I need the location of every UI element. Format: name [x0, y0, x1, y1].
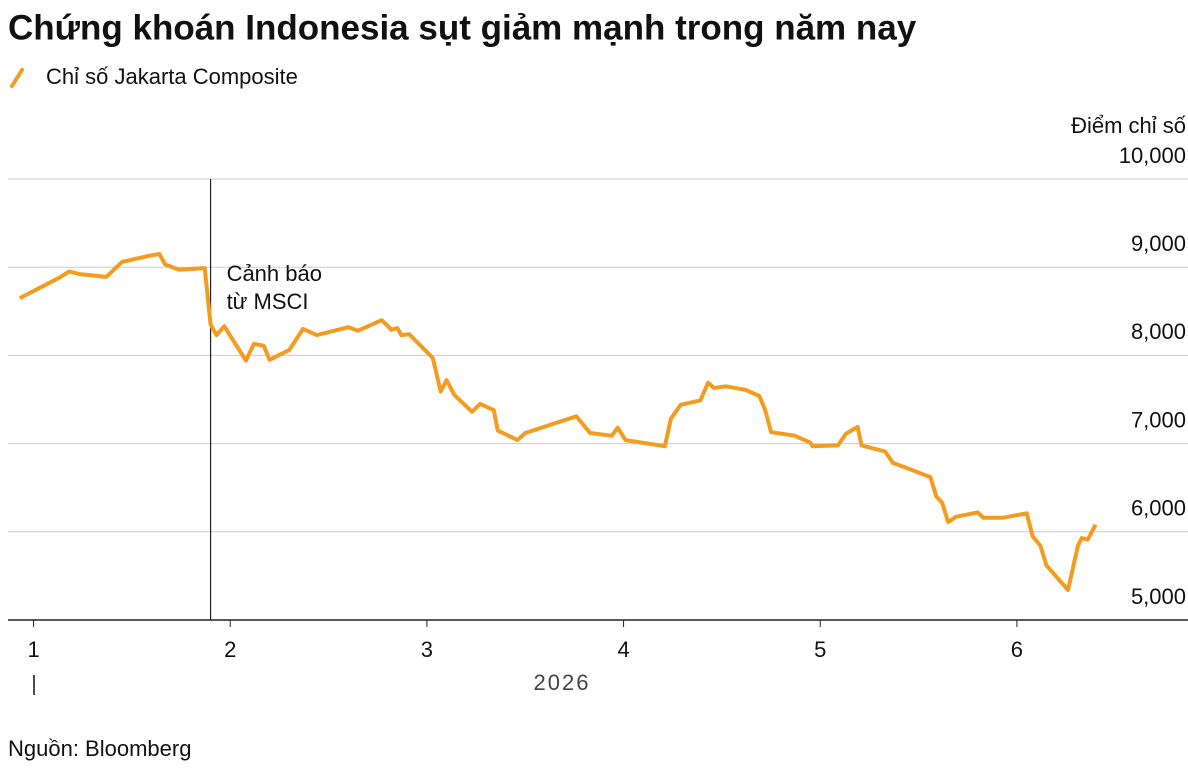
legend-swatch — [10, 68, 24, 88]
x-tick-label: 3 — [421, 637, 433, 662]
x-tick-label: 2 — [224, 637, 236, 662]
x-tick-label: 5 — [814, 637, 826, 662]
annotation-text: từ MSCI — [227, 289, 309, 314]
y-tick-label: 9,000 — [1131, 231, 1186, 256]
y-tick-label: 8,000 — [1131, 319, 1186, 344]
legend-label: Chỉ số Jakarta Composite — [46, 64, 298, 89]
data-line — [18, 252, 1098, 592]
x-tick-label: 6 — [1011, 637, 1023, 662]
y-axis-label: Điểm chỉ số — [1071, 113, 1186, 138]
annotation-text: Cảnh báo — [227, 261, 322, 286]
y-tick-label: 10,000 — [1119, 143, 1186, 168]
source: Nguồn: Bloomberg — [8, 736, 191, 761]
y-tick-label: 5,000 — [1131, 584, 1186, 609]
x-axis-label: 2026 — [534, 670, 591, 695]
y-tick-label: 6,000 — [1131, 496, 1186, 521]
x-tick-label: 4 — [617, 637, 629, 662]
x-tick-label: 1 — [27, 637, 39, 662]
y-tick-label: 7,000 — [1131, 407, 1186, 432]
chart-title: Chứng khoán Indonesia sụt giảm mạnh tron… — [8, 8, 917, 47]
